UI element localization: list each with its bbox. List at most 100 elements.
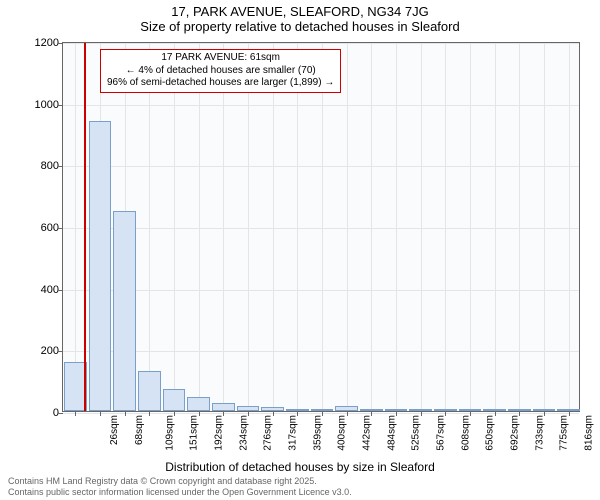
x-tick-label: 775sqm	[559, 415, 570, 451]
x-tick-label: 816sqm	[584, 415, 595, 451]
gridline-v	[544, 43, 545, 411]
x-tick-label: 359sqm	[312, 415, 323, 451]
gridline-h	[63, 413, 579, 414]
x-tick-label: 151sqm	[189, 415, 200, 451]
y-tick	[58, 43, 63, 44]
x-tick-label: 442sqm	[362, 415, 373, 451]
gridline-v	[322, 43, 323, 411]
histogram-bar	[311, 409, 334, 411]
x-tick	[174, 411, 175, 416]
footer-line1: Contains HM Land Registry data © Crown c…	[8, 476, 352, 487]
x-tick-label: 317sqm	[288, 415, 299, 451]
gridline-v	[519, 43, 520, 411]
histogram-bar	[557, 409, 580, 411]
annotation-line: 17 PARK AVENUE: 61sqm	[107, 52, 334, 65]
x-tick-label: 608sqm	[460, 415, 471, 451]
gridline-v	[421, 43, 422, 411]
histogram-bar	[385, 409, 408, 411]
histogram-bar	[409, 409, 432, 411]
histogram-bar	[434, 409, 457, 411]
annotation-box: 17 PARK AVENUE: 61sqm← 4% of detached ho…	[100, 49, 341, 93]
y-tick	[58, 413, 63, 414]
histogram-bar	[533, 409, 556, 411]
x-tick-label: 484sqm	[386, 415, 397, 451]
x-tick	[199, 411, 200, 416]
histogram-bar	[113, 211, 136, 411]
y-tick	[58, 105, 63, 106]
gridline-v	[347, 43, 348, 411]
gridline-h	[63, 105, 579, 106]
x-tick-label: 276sqm	[263, 415, 274, 451]
y-tick-label: 400	[41, 284, 59, 296]
histogram-bar	[286, 409, 309, 411]
x-tick	[544, 411, 545, 416]
histogram-bar	[187, 397, 210, 411]
histogram-bar	[163, 389, 186, 411]
x-tick	[125, 411, 126, 416]
annotation-line: 96% of semi-detached houses are larger (…	[107, 77, 334, 90]
y-tick	[58, 351, 63, 352]
x-tick	[149, 411, 150, 416]
histogram-bar	[459, 409, 482, 411]
x-tick	[396, 411, 397, 416]
x-tick-label: 525sqm	[411, 415, 422, 451]
gridline-h	[63, 166, 579, 167]
x-tick	[273, 411, 274, 416]
y-tick-label: 1000	[35, 99, 59, 111]
x-tick-label: 692sqm	[510, 415, 521, 451]
histogram-bar	[483, 409, 506, 411]
x-tick-label: 192sqm	[214, 415, 225, 451]
gridline-h	[63, 290, 579, 291]
chart-plot: 02004006008001000120026sqm68sqm109sqm151…	[62, 42, 580, 412]
histogram-bar	[237, 406, 260, 411]
gridline-v	[149, 43, 150, 411]
x-tick-label: 68sqm	[134, 415, 145, 445]
gridline-v	[199, 43, 200, 411]
x-tick-label: 733sqm	[534, 415, 545, 451]
gridline-v	[223, 43, 224, 411]
gridline-v	[174, 43, 175, 411]
histogram-bar	[261, 407, 284, 411]
x-tick	[223, 411, 224, 416]
gridline-v	[75, 43, 76, 411]
gridline-v	[297, 43, 298, 411]
y-tick	[58, 228, 63, 229]
x-tick	[75, 411, 76, 416]
page-title-subtitle: Size of property relative to detached ho…	[0, 19, 600, 34]
histogram-bar	[138, 371, 161, 411]
x-tick	[322, 411, 323, 416]
gridline-v	[273, 43, 274, 411]
page-title-address: 17, PARK AVENUE, SLEAFORD, NG34 7JG	[0, 4, 600, 19]
x-tick	[100, 411, 101, 416]
footer-line2: Contains public sector information licen…	[8, 487, 352, 498]
histogram-bar	[335, 406, 358, 411]
x-tick	[421, 411, 422, 416]
gridline-v	[396, 43, 397, 411]
x-tick-label: 650sqm	[485, 415, 496, 451]
y-tick-label: 1200	[35, 37, 59, 49]
x-tick-label: 400sqm	[337, 415, 348, 451]
gridline-v	[470, 43, 471, 411]
gridline-h	[63, 43, 579, 44]
y-tick	[58, 166, 63, 167]
x-tick-label: 234sqm	[238, 415, 249, 451]
x-tick-label: 109sqm	[164, 415, 175, 451]
annotation-line: ← 4% of detached houses are smaller (70)	[107, 65, 334, 78]
x-tick	[248, 411, 249, 416]
gridline-v	[569, 43, 570, 411]
x-tick	[569, 411, 570, 416]
x-tick	[495, 411, 496, 416]
gridline-h	[63, 351, 579, 352]
gridline-v	[248, 43, 249, 411]
x-tick-label: 26sqm	[109, 415, 120, 445]
x-tick	[519, 411, 520, 416]
x-tick-label: 567sqm	[436, 415, 447, 451]
x-tick	[470, 411, 471, 416]
x-tick	[371, 411, 372, 416]
histogram-bar	[508, 409, 531, 411]
gridline-v	[371, 43, 372, 411]
y-tick-label: 800	[41, 160, 59, 172]
x-tick	[347, 411, 348, 416]
x-tick	[445, 411, 446, 416]
y-tick	[58, 290, 63, 291]
